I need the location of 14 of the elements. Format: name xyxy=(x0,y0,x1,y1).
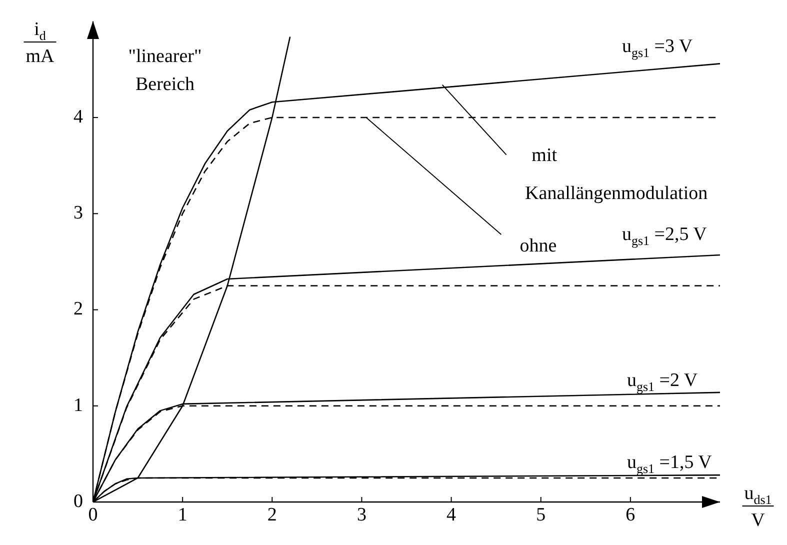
y-tick-label: 3 xyxy=(74,202,83,224)
y-tick-label: 4 xyxy=(74,106,84,128)
x-tick-label: 4 xyxy=(446,504,457,526)
y-tick-label: 0 xyxy=(74,490,83,512)
annotation: "linearer" Bereich xyxy=(128,46,202,95)
y-tick-label: 2 xyxy=(74,298,83,320)
x-tick-label: 2 xyxy=(267,504,277,526)
y-tick-label: 1 xyxy=(74,394,83,416)
x-tick-label: 6 xyxy=(626,504,636,526)
annotation: ohne xyxy=(520,236,557,257)
x-tick-label: 0 xyxy=(88,504,98,526)
x-tick-label: 3 xyxy=(356,504,366,526)
x-tick-label: 1 xyxy=(178,504,188,526)
x-tick-label: 5 xyxy=(536,504,546,526)
